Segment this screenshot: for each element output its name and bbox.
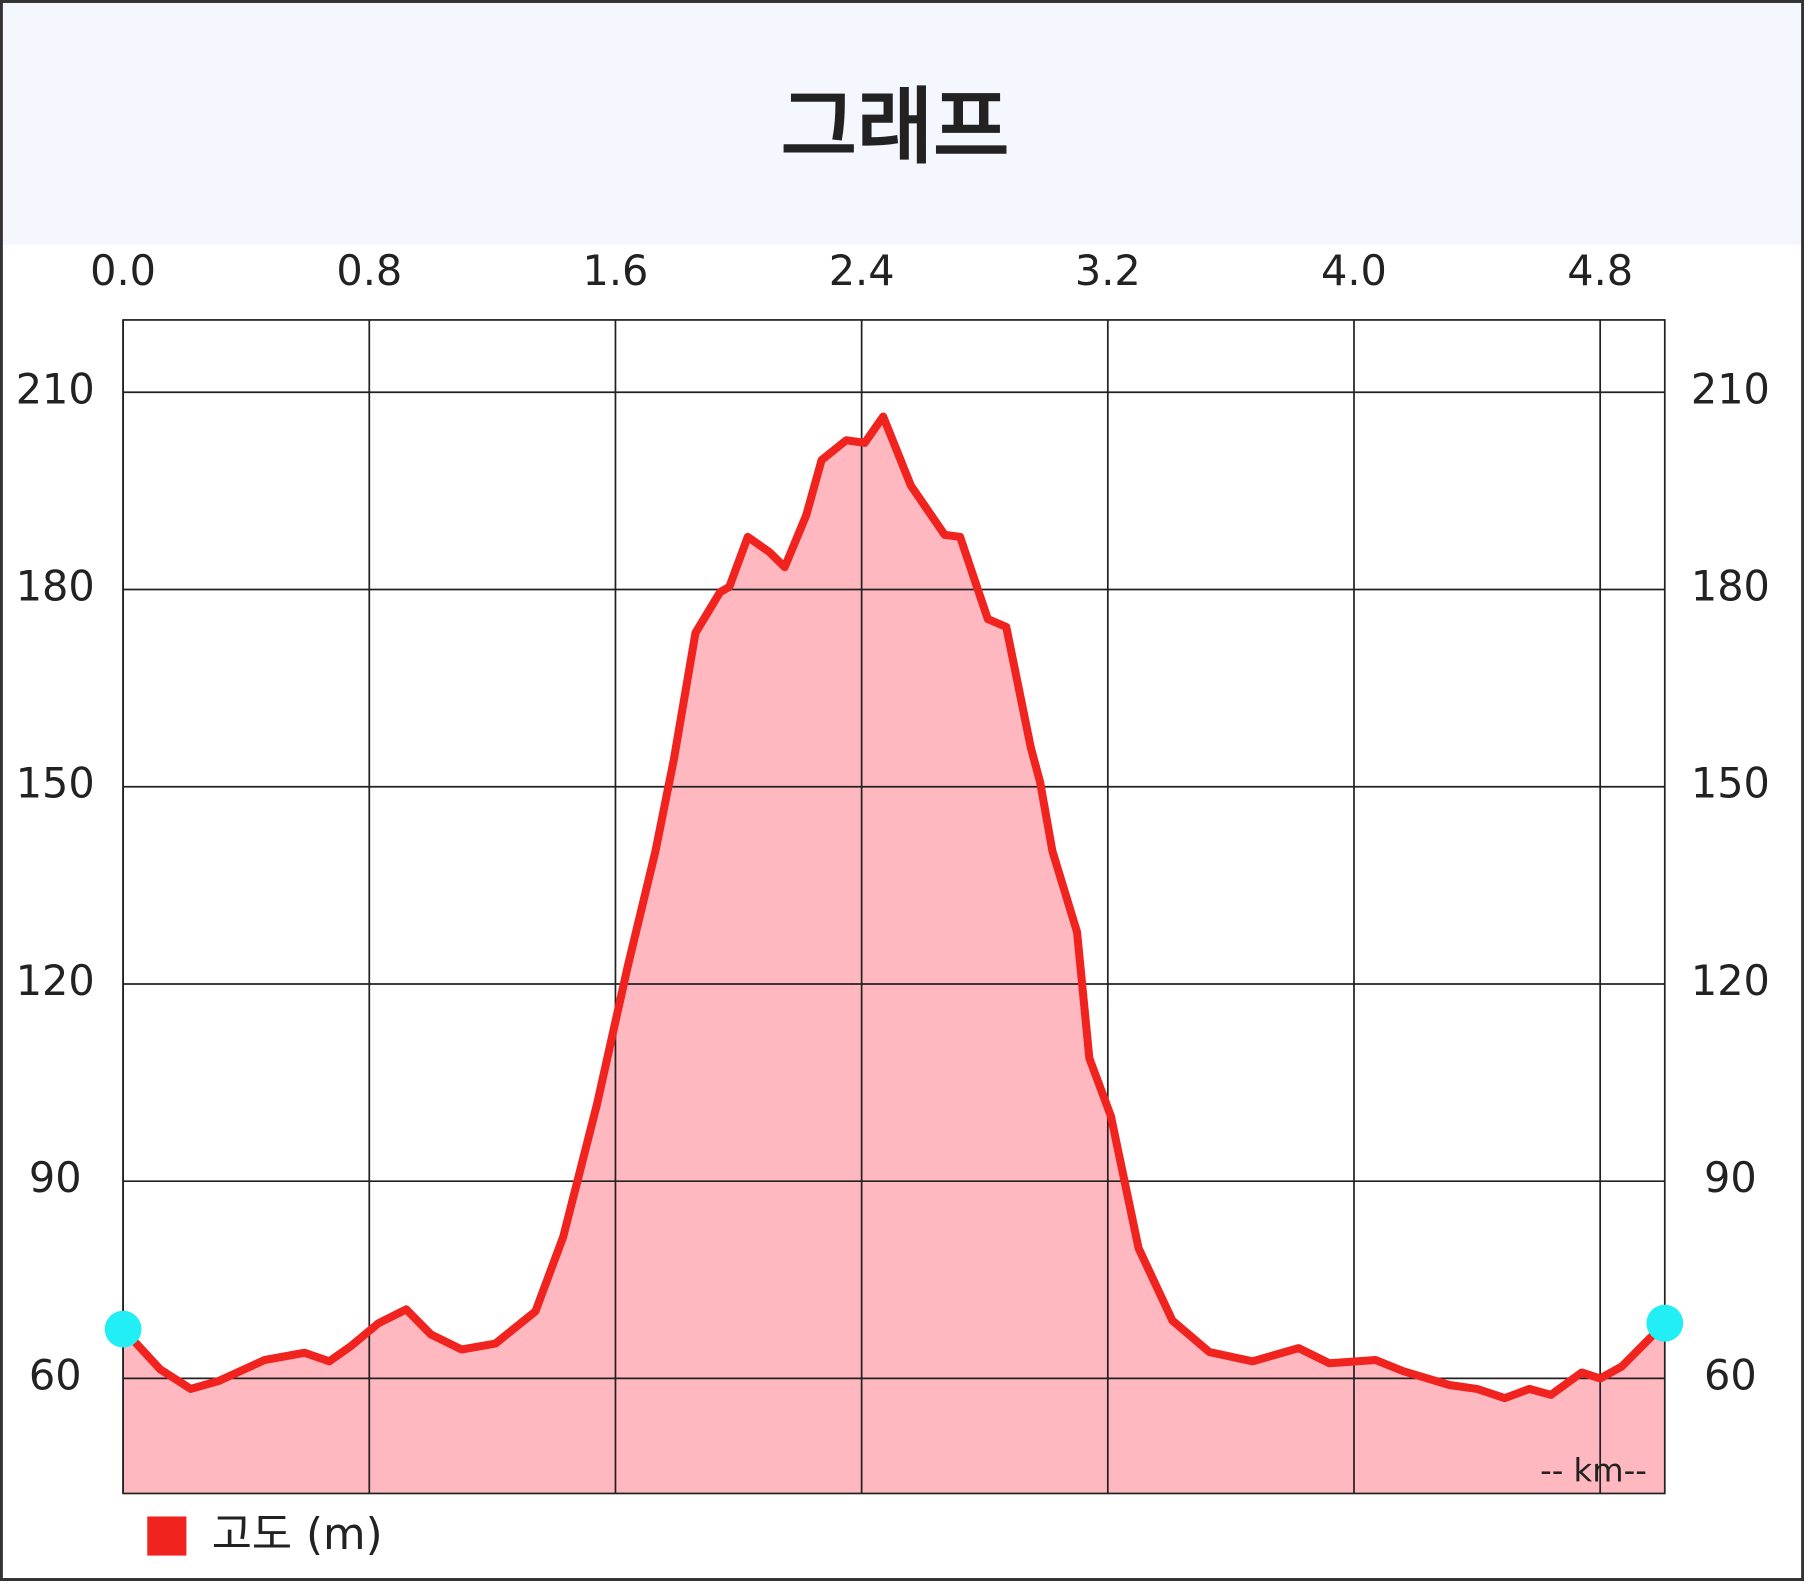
y-tick-label-left: 90 xyxy=(29,1154,82,1202)
y-tick-label-left: 180 xyxy=(16,562,95,610)
x-tick-label: 1.6 xyxy=(583,247,649,295)
y-tick-label-right: 90 xyxy=(1704,1154,1757,1202)
x-unit-label: -- km-- xyxy=(1540,1452,1647,1490)
y-tick-label-right: 180 xyxy=(1691,562,1770,610)
legend-swatch xyxy=(147,1516,187,1556)
x-tick-label: 0.0 xyxy=(90,247,156,295)
endpoint-marker xyxy=(104,1310,142,1348)
x-tick-label: 4.0 xyxy=(1321,247,1387,295)
elevation-area xyxy=(123,416,1665,1494)
legend-label: 고도 (m) xyxy=(212,1509,383,1560)
y-tick-label-left: 150 xyxy=(16,760,95,808)
y-tick-label-left: 120 xyxy=(16,957,95,1005)
plot: 0.0 0.8 1.6 2.4 3.2 4.0 4.8 60 60 90 90 120 120 150 15… xyxy=(16,247,1770,1560)
x-tick-label: 4.8 xyxy=(1567,247,1633,295)
y-tick-label-right: 210 xyxy=(1691,365,1770,413)
y-tick-label-left: 60 xyxy=(29,1351,82,1399)
y-tick-label-right: 60 xyxy=(1704,1351,1757,1399)
plot-border xyxy=(122,319,1666,1495)
endpoint-marker xyxy=(1646,1304,1684,1342)
y-tick-label-right: 120 xyxy=(1691,957,1770,1005)
y-tick-label-left: 210 xyxy=(16,365,95,413)
x-tick-label: 0.8 xyxy=(336,247,402,295)
title: 그래프 xyxy=(781,78,1010,175)
elevation-line xyxy=(119,412,1669,1403)
x-tick-label: 2.4 xyxy=(829,247,895,295)
header xyxy=(0,0,1804,246)
x-tick-label: 3.2 xyxy=(1075,247,1141,295)
y-tick-label-right: 150 xyxy=(1691,760,1770,808)
